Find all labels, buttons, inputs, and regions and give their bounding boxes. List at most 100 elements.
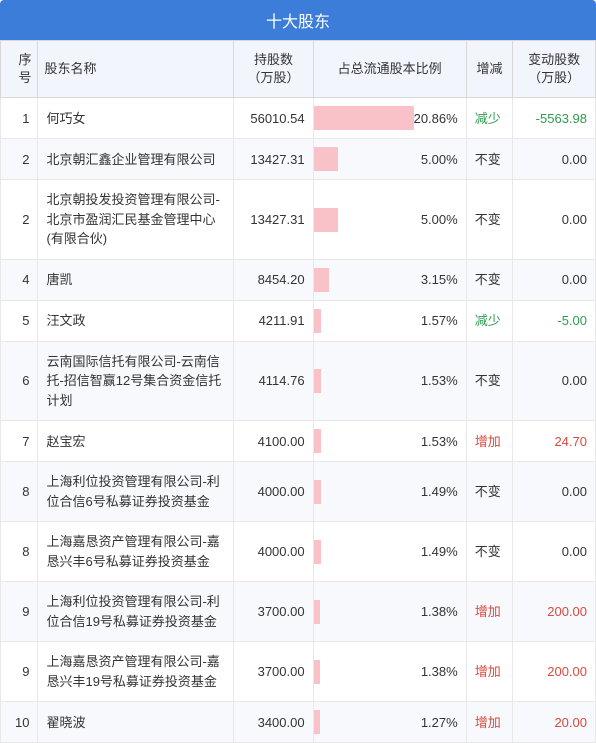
cell-ratio: 1.53%: [313, 421, 466, 462]
cell-name: 北京朝投发投资管理有限公司-北京市盈润汇民基金管理中心(有限合伙): [38, 180, 234, 260]
cell-delta: 200.00: [513, 582, 596, 642]
cell-shares: 4211.91: [234, 300, 313, 341]
cell-delta: 0.00: [513, 462, 596, 522]
cell-ratio: 1.49%: [313, 462, 466, 522]
cell-seq: 9: [1, 582, 38, 642]
cell-shares: 3400.00: [234, 702, 313, 743]
cell-seq: 7: [1, 421, 38, 462]
cell-name: 汪文政: [38, 300, 234, 341]
table-row: 9上海利位投资管理有限公司-利位合信19号私募证券投资基金3700.00 1.38…: [1, 582, 596, 642]
table-title: 十大股东: [0, 0, 596, 40]
ratio-bar: [314, 268, 329, 292]
ratio-bar: [314, 600, 321, 624]
cell-shares: 13427.31: [234, 180, 313, 260]
ratio-text: 1.53%: [321, 432, 466, 452]
ratio-text: 5.00%: [338, 150, 466, 170]
cell-change: 增加: [466, 582, 513, 642]
col-header-delta: 变动股数 （万股）: [513, 41, 596, 98]
cell-change: 不变: [466, 180, 513, 260]
cell-seq: 2: [1, 139, 38, 180]
table-row: 5汪文政4211.911.57%减少-5.00: [1, 300, 596, 341]
cell-delta: 200.00: [513, 642, 596, 702]
cell-name: 翟晓波: [38, 702, 234, 743]
cell-seq: 4: [1, 259, 38, 300]
ratio-text: 1.38%: [320, 662, 465, 682]
ratio-bar: [314, 660, 321, 684]
cell-change: 增加: [466, 642, 513, 702]
cell-shares: 56010.54: [234, 98, 313, 139]
ratio-text: 1.57%: [321, 311, 466, 331]
cell-ratio: 1.57%: [313, 300, 466, 341]
cell-name: 唐凯: [38, 259, 234, 300]
cell-delta: 0.00: [513, 139, 596, 180]
table-row: 10翟晓波3400.00 1.27%增加20.00: [1, 702, 596, 743]
cell-ratio: 1.38%: [313, 582, 466, 642]
ratio-bar: [314, 429, 321, 453]
cell-delta: 0.00: [513, 180, 596, 260]
cell-change: 减少: [466, 98, 513, 139]
cell-ratio: 1.49%: [313, 522, 466, 582]
cell-seq: 10: [1, 702, 38, 743]
table-row: 2北京朝投发投资管理有限公司-北京市盈润汇民基金管理中心(有限合伙)13427.…: [1, 180, 596, 260]
cell-shares: 8454.20: [234, 259, 313, 300]
cell-delta: 24.70: [513, 421, 596, 462]
cell-shares: 4000.00: [234, 522, 313, 582]
cell-name: 赵宝宏: [38, 421, 234, 462]
cell-name: 上海利位投资管理有限公司-利位合信19号私募证券投资基金: [38, 582, 234, 642]
cell-change: 不变: [466, 259, 513, 300]
cell-name: 北京朝汇鑫企业管理有限公司: [38, 139, 234, 180]
cell-name: 云南国际信托有限公司-云南信托-招信智赢12号集合资金信托计划: [38, 341, 234, 421]
cell-delta: 0.00: [513, 259, 596, 300]
col-header-ratio: 占总流通股本比例: [313, 41, 466, 98]
table-header-row: 序号 股东名称 持股数 （万股） 占总流通股本比例 增减 变动股数 （万股）: [1, 41, 596, 98]
cell-shares: 13427.31: [234, 139, 313, 180]
cell-shares: 3700.00: [234, 582, 313, 642]
shareholders-panel: 十大股东 序号 股东名称 持股数 （万股） 占总流通股本比例 增减 变动股数 （…: [0, 0, 596, 743]
cell-ratio: 1.27%: [313, 702, 466, 743]
cell-seq: 6: [1, 341, 38, 421]
table-row: 6云南国际信托有限公司-云南信托-招信智赢12号集合资金信托计划4114.76 1…: [1, 341, 596, 421]
cell-change: 不变: [466, 522, 513, 582]
ratio-bar: [314, 208, 338, 232]
ratio-text: 1.27%: [320, 713, 466, 733]
table-row: 8上海利位投资管理有限公司-利位合信6号私募证券投资基金4000.001.49%…: [1, 462, 596, 522]
ratio-bar: [314, 106, 414, 130]
cell-change: 增加: [466, 702, 513, 743]
cell-delta: -5563.98: [513, 98, 596, 139]
table-row: 2北京朝汇鑫企业管理有限公司13427.315.00%不变0.00: [1, 139, 596, 180]
cell-shares: 4000.00: [234, 462, 313, 522]
table-row: 9上海嘉恳资产管理有限公司-嘉恳兴丰19号私募证券投资基金3700.001.38…: [1, 642, 596, 702]
ratio-bar: [314, 369, 321, 393]
cell-seq: 1: [1, 98, 38, 139]
cell-seq: 8: [1, 522, 38, 582]
cell-name: 上海嘉恳资产管理有限公司-嘉恳兴丰19号私募证券投资基金: [38, 642, 234, 702]
cell-shares: 4100.00: [234, 421, 313, 462]
cell-change: 增加: [466, 421, 513, 462]
ratio-bar: [314, 147, 338, 171]
ratio-bar: [314, 540, 321, 564]
ratio-bar: [314, 480, 321, 504]
ratio-text: 1.53%: [321, 371, 466, 391]
cell-delta: -5.00: [513, 300, 596, 341]
cell-ratio: 3.15%: [313, 259, 466, 300]
cell-ratio: 1.53%: [313, 341, 466, 421]
col-header-name: 股东名称: [38, 41, 234, 98]
ratio-text: 1.49%: [321, 542, 466, 562]
col-header-shares: 持股数 （万股）: [234, 41, 313, 98]
cell-delta: 0.00: [513, 341, 596, 421]
cell-name: 何巧女: [38, 98, 234, 139]
cell-change: 减少: [466, 300, 513, 341]
cell-seq: 9: [1, 642, 38, 702]
ratio-text: 20.86%: [414, 109, 466, 129]
cell-delta: 20.00: [513, 702, 596, 743]
cell-seq: 2: [1, 180, 38, 260]
cell-shares: 4114.76: [234, 341, 313, 421]
col-header-change: 增减: [466, 41, 513, 98]
ratio-text: 1.49%: [321, 482, 466, 502]
ratio-text: 5.00%: [338, 210, 466, 230]
cell-seq: 8: [1, 462, 38, 522]
table-row: 1何巧女56010.54 20.86%减少-5563.98: [1, 98, 596, 139]
cell-ratio: 1.38%: [313, 642, 466, 702]
ratio-text: 1.38%: [320, 602, 465, 622]
cell-ratio: 5.00%: [313, 139, 466, 180]
